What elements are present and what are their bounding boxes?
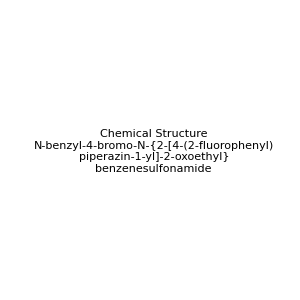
Text: Chemical Structure
N-benzyl-4-bromo-N-{2-[4-(2-fluorophenyl)
piperazin-1-yl]-2-o: Chemical Structure N-benzyl-4-bromo-N-{2… — [34, 129, 274, 174]
